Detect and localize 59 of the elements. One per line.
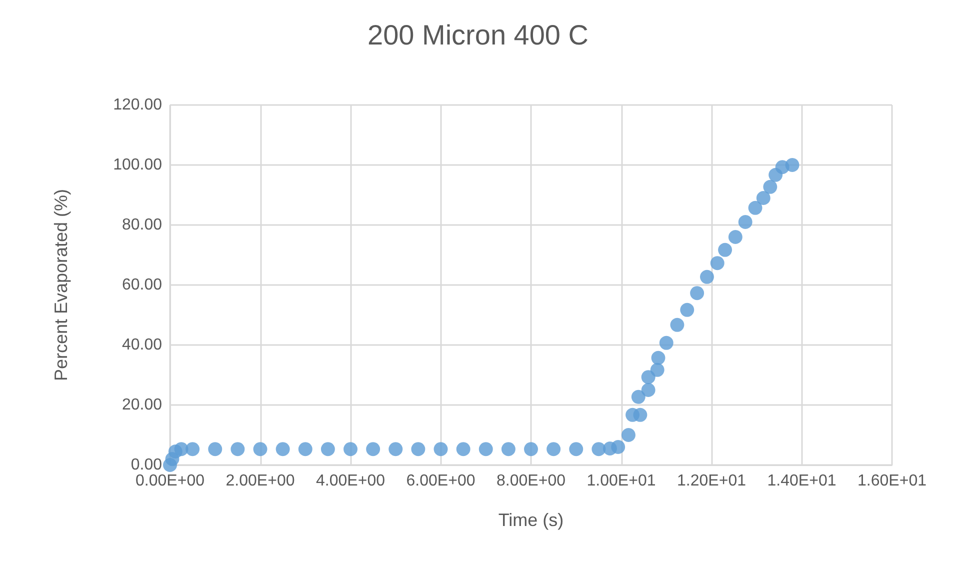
point bbox=[186, 442, 200, 456]
x-tick-label: 6.00E+00 bbox=[406, 472, 476, 490]
y-tick-label: 80.00 bbox=[122, 216, 162, 234]
y-tick-label: 40.00 bbox=[122, 336, 162, 354]
x-tick-label: 2.00E+00 bbox=[226, 472, 295, 490]
point bbox=[710, 256, 724, 270]
y-axis-title: Percent Evaporated (%) bbox=[51, 188, 71, 382]
point bbox=[501, 442, 516, 456]
point bbox=[680, 302, 694, 317]
point bbox=[434, 442, 448, 456]
point bbox=[785, 158, 800, 172]
y-tick-label: 100.00 bbox=[113, 156, 162, 174]
point bbox=[650, 362, 664, 377]
y-tick-label: 20.00 bbox=[122, 396, 162, 414]
point bbox=[456, 442, 470, 456]
point bbox=[592, 442, 606, 456]
y-tick-label: 0.00 bbox=[130, 456, 162, 474]
x-tick-label: 8.00E+00 bbox=[496, 472, 566, 490]
x-tick-label: 1.60E+01 bbox=[858, 472, 927, 490]
point bbox=[569, 442, 584, 456]
point bbox=[411, 442, 426, 456]
x-tick-label: 4.00E+00 bbox=[316, 472, 386, 490]
x-tick-label: 1.40E+01 bbox=[767, 472, 836, 490]
point bbox=[524, 442, 538, 456]
point bbox=[718, 242, 732, 257]
point bbox=[633, 408, 648, 422]
point bbox=[344, 442, 358, 456]
point bbox=[276, 442, 290, 456]
point bbox=[670, 318, 684, 332]
point bbox=[641, 383, 656, 397]
x-tick-label: 0.00E+00 bbox=[136, 472, 205, 490]
point bbox=[253, 442, 268, 456]
point bbox=[298, 442, 312, 456]
point bbox=[611, 440, 626, 454]
point bbox=[641, 370, 656, 384]
point bbox=[738, 215, 752, 229]
point bbox=[690, 286, 704, 300]
point bbox=[208, 442, 222, 456]
x-tick-label: 1.00E+01 bbox=[586, 472, 656, 490]
x-axis-title: Time (s) bbox=[498, 510, 564, 530]
point bbox=[546, 442, 561, 456]
y-tick-label: 120.00 bbox=[113, 96, 162, 114]
point bbox=[366, 442, 380, 456]
point bbox=[756, 191, 770, 205]
point bbox=[763, 180, 778, 194]
point bbox=[621, 428, 636, 442]
chart-title: 200 Micron 400 C bbox=[367, 20, 589, 50]
point bbox=[700, 270, 714, 284]
point bbox=[478, 442, 493, 456]
point bbox=[728, 230, 742, 244]
y-tick-label: 60.00 bbox=[122, 276, 162, 294]
point bbox=[320, 442, 335, 456]
x-tick-label: 1.20E+01 bbox=[677, 472, 746, 490]
point bbox=[388, 442, 403, 456]
point bbox=[631, 390, 646, 404]
point bbox=[748, 200, 762, 215]
point bbox=[230, 442, 245, 456]
point bbox=[651, 350, 666, 365]
point bbox=[659, 336, 674, 350]
